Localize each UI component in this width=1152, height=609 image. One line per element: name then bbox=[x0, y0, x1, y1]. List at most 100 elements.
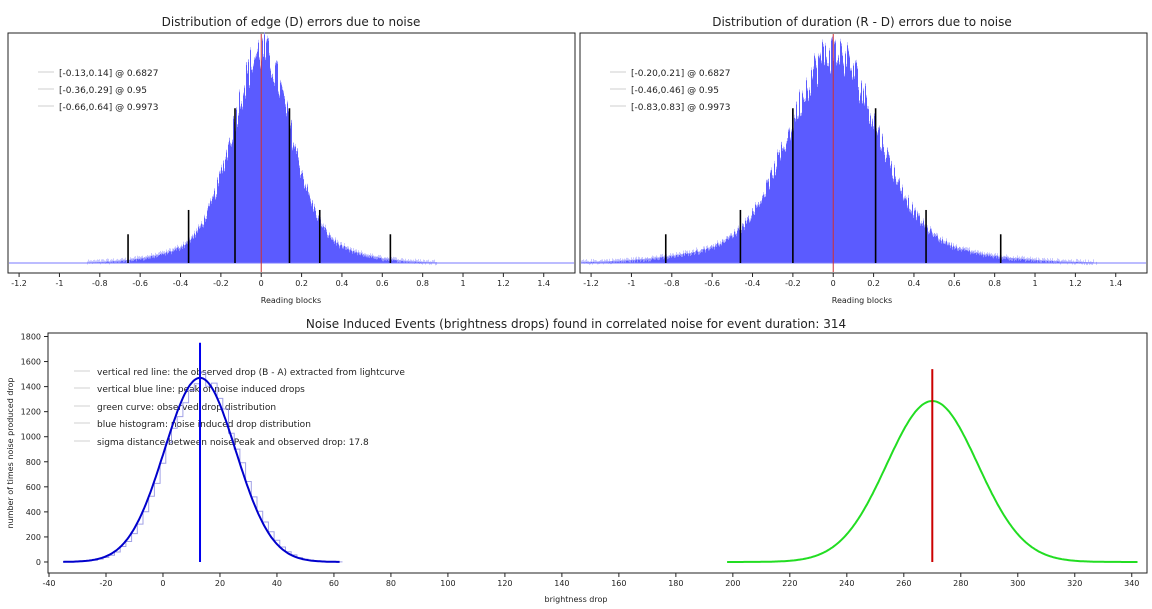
histogram-bar bbox=[359, 253, 360, 263]
histogram-bar bbox=[1030, 259, 1031, 263]
histogram-bar-fringe bbox=[226, 149, 227, 153]
histogram-bar-fringe bbox=[151, 252, 152, 256]
histogram-bar-fringe bbox=[365, 253, 366, 257]
histogram-bar-fringe bbox=[606, 259, 607, 263]
histogram-bar-fringe bbox=[830, 70, 831, 74]
histogram-bar-fringe bbox=[168, 249, 169, 253]
histogram-bar-fringe bbox=[1038, 257, 1039, 261]
histogram-bar-fringe bbox=[115, 260, 116, 264]
histogram-bar-fringe bbox=[207, 208, 208, 212]
histogram-bar bbox=[174, 250, 175, 263]
histogram-bar bbox=[983, 254, 984, 263]
histogram-bar-fringe bbox=[196, 228, 197, 232]
histogram-bar bbox=[738, 228, 739, 263]
histogram-bar bbox=[785, 150, 786, 263]
histogram-bar bbox=[975, 252, 976, 263]
histogram-bar-fringe bbox=[839, 61, 840, 65]
histogram-bar bbox=[846, 66, 847, 263]
histogram-bar-fringe bbox=[820, 52, 821, 56]
histogram-bar-fringe bbox=[387, 256, 388, 260]
x-tick-label: -1.2 bbox=[583, 279, 599, 288]
histogram-bar bbox=[300, 175, 301, 263]
histogram-bar bbox=[372, 255, 373, 263]
histogram-bar-fringe bbox=[687, 250, 688, 254]
histogram-bar bbox=[742, 223, 743, 263]
y-tick-label: 1600 bbox=[21, 358, 41, 367]
histogram-bar-fringe bbox=[862, 100, 863, 104]
histogram-bar-fringe bbox=[983, 254, 984, 258]
histogram-bar-fringe bbox=[1092, 262, 1093, 266]
histogram-bar bbox=[676, 254, 677, 263]
x-tick-label: 1.2 bbox=[497, 279, 510, 288]
histogram-bar-fringe bbox=[951, 242, 952, 246]
histogram-bar-fringe bbox=[819, 55, 820, 59]
histogram-bar bbox=[153, 255, 154, 263]
histogram-bar bbox=[314, 206, 315, 263]
histogram-bar-fringe bbox=[627, 257, 628, 261]
histogram-bar-fringe bbox=[955, 245, 956, 249]
histogram-bar-fringe bbox=[942, 236, 943, 240]
histogram-bar-fringe bbox=[850, 67, 851, 71]
y-tick-label: 1800 bbox=[21, 333, 41, 342]
histogram-bar-fringe bbox=[643, 258, 644, 262]
histogram-bar-fringe bbox=[352, 250, 353, 254]
histogram-bar-fringe bbox=[620, 258, 621, 262]
histogram-bar bbox=[973, 251, 974, 263]
histogram-bar-fringe bbox=[957, 247, 958, 251]
histogram-bar-fringe bbox=[370, 253, 371, 257]
histogram-bar-fringe bbox=[326, 229, 327, 233]
histogram-bar bbox=[982, 253, 983, 263]
histogram-bar bbox=[238, 115, 239, 263]
histogram-bar bbox=[184, 245, 185, 263]
histogram-bar-fringe bbox=[98, 259, 99, 263]
histogram-bar bbox=[239, 91, 240, 263]
histogram-bar-fringe bbox=[656, 255, 657, 259]
histogram-bar-fringe bbox=[968, 248, 969, 252]
histogram-bar-fringe bbox=[929, 230, 930, 234]
histogram-bar-fringe bbox=[642, 257, 643, 261]
histogram-bar-fringe bbox=[1013, 256, 1014, 260]
histogram-bar-fringe bbox=[763, 192, 764, 196]
histogram-bar bbox=[265, 58, 266, 263]
histogram-bar bbox=[675, 255, 676, 263]
histogram-bar-fringe bbox=[155, 252, 156, 256]
histogram-bar-fringe bbox=[103, 259, 104, 263]
histogram-bar-fringe bbox=[894, 164, 895, 168]
histogram-bar bbox=[344, 245, 345, 263]
histogram-bar bbox=[170, 251, 171, 263]
histogram-bar-fringe bbox=[132, 258, 133, 262]
histogram-bar bbox=[302, 172, 303, 263]
histogram-bar-fringe bbox=[198, 224, 199, 228]
histogram-bar-fringe bbox=[315, 208, 316, 212]
histogram-bar-fringe bbox=[287, 100, 288, 104]
histogram-bar-fringe bbox=[224, 168, 225, 172]
histogram-bar bbox=[351, 250, 352, 263]
histogram-bar-fringe bbox=[186, 240, 187, 244]
histogram-bar-fringe bbox=[789, 127, 790, 131]
histogram-bar bbox=[138, 258, 139, 263]
x-tick-label: -0.2 bbox=[213, 279, 229, 288]
histogram-bar-fringe bbox=[328, 234, 329, 238]
x-tick-label: 0 bbox=[831, 279, 836, 288]
histogram-bar bbox=[939, 239, 940, 263]
histogram-bar bbox=[620, 260, 621, 263]
histogram-bar-fringe bbox=[163, 251, 164, 255]
histogram-bar bbox=[287, 102, 288, 263]
histogram-bar-fringe bbox=[801, 112, 802, 116]
histogram-bar-fringe bbox=[988, 253, 989, 257]
histogram-bar-fringe bbox=[217, 176, 218, 180]
histogram-bar bbox=[297, 148, 298, 263]
histogram-bar-fringe bbox=[399, 260, 400, 264]
histogram-bar bbox=[1028, 259, 1029, 263]
histogram-bar-fringe bbox=[1002, 256, 1003, 260]
histogram-bar-fringe bbox=[230, 142, 231, 146]
histogram-bar bbox=[944, 243, 945, 263]
histogram-bar bbox=[857, 68, 858, 263]
histogram-bar bbox=[726, 238, 727, 263]
histogram-bar bbox=[286, 113, 287, 263]
histogram-bar bbox=[720, 243, 721, 263]
histogram-bar-fringe bbox=[866, 94, 867, 98]
histogram-bar bbox=[218, 183, 219, 263]
histogram-bar bbox=[803, 98, 804, 264]
histogram-bar-fringe bbox=[1051, 259, 1052, 263]
